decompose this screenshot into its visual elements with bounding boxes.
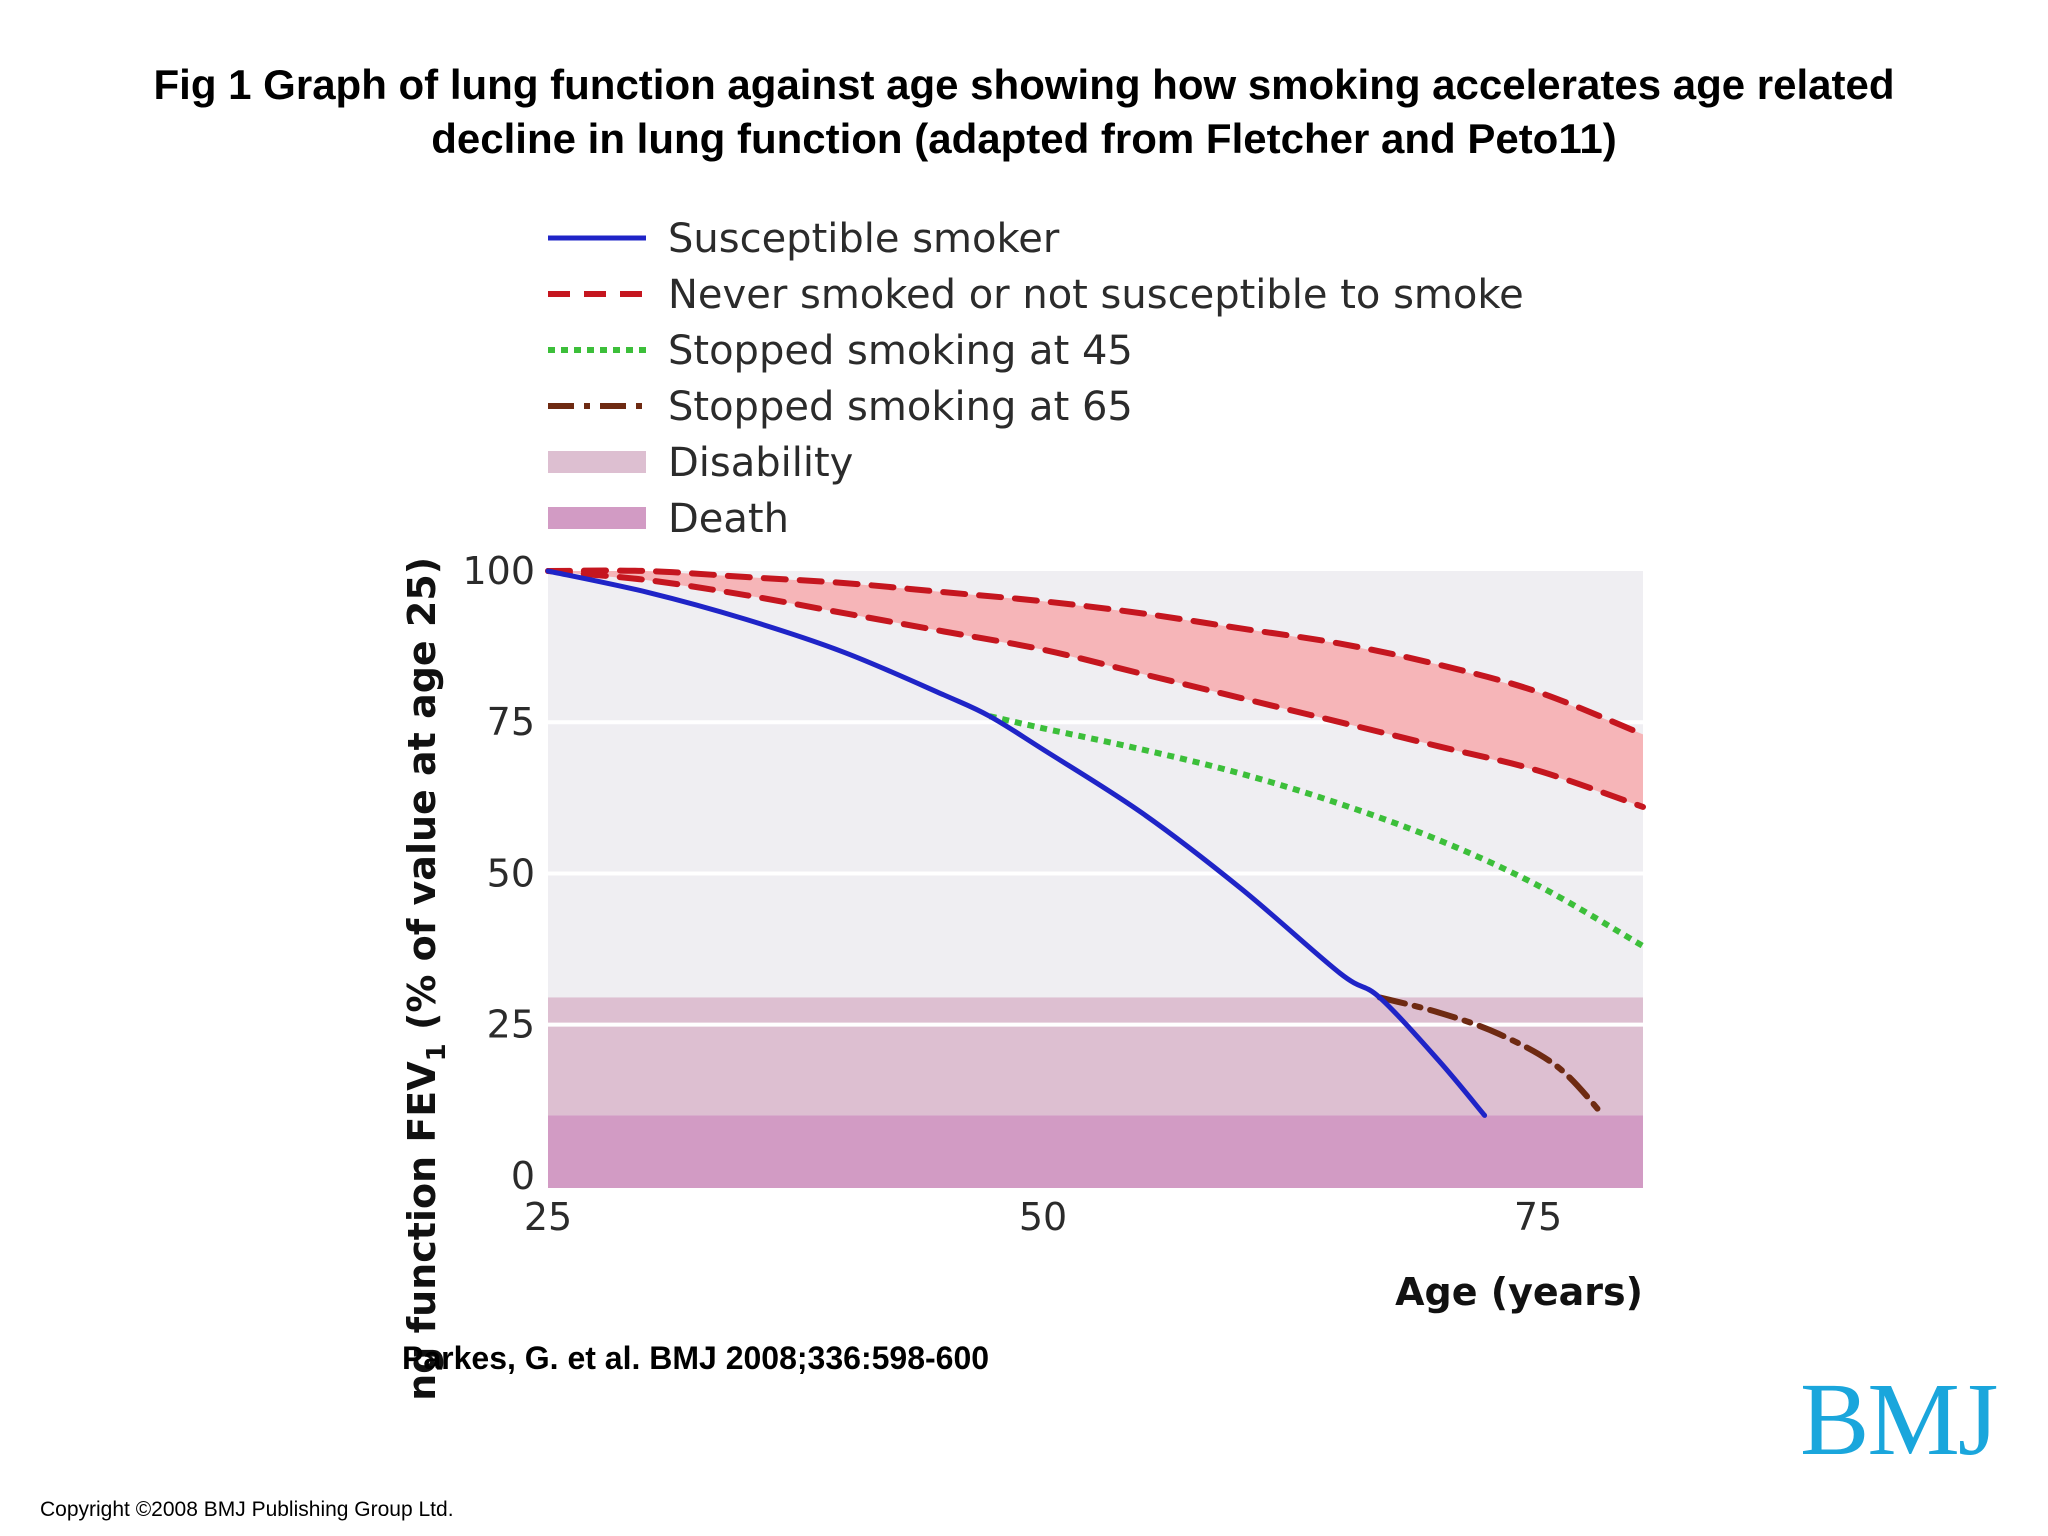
copyright-notice: Copyright ©2008 BMJ Publishing Group Ltd… (40, 1498, 454, 1521)
x-tick-label-50: 50 (1019, 1195, 1067, 1239)
legend-label-never-smoked-or-not-susceptible-to-smoke: Never smoked or not susceptible to smoke (668, 272, 1524, 318)
death-region (548, 1115, 1643, 1188)
x-tick-label-75: 75 (1514, 1195, 1562, 1239)
legend-swatch-death (548, 507, 646, 529)
legend-label-disability: Disability (668, 440, 853, 486)
y-tick-label-0: 0 (511, 1154, 535, 1198)
y-axis-title: Lung function FEV1 (% of value at age 25… (400, 557, 452, 1400)
figure-title: Fig 1 Graph of lung function against age… (60, 58, 1988, 166)
bmj-logo: BMJ (1800, 1362, 1998, 1477)
x-axis-title: Age (years) (1395, 1270, 1643, 1314)
figure-title-line1: Fig 1 Graph of lung function against age… (153, 61, 1895, 108)
series-line-stopped-smoking-at-65 (1376, 994, 1607, 1119)
y-tick-label-25: 25 (487, 1003, 535, 1047)
citation: Parkes, G. et al. BMJ 2008;336:598-600 (402, 1340, 990, 1376)
y-tick-label-50: 50 (487, 851, 535, 895)
series-line-susceptible-smoker (545, 568, 1488, 1118)
figure-title-line2: decline in lung function (adapted from F… (431, 115, 1617, 162)
legend: Susceptible smoker Never smoked or not su… (548, 216, 1524, 542)
series-line-never-smoked-lower-bound (545, 568, 1646, 810)
series-line-stopped-smoking-at-45 (988, 713, 1645, 949)
x-tick-label-25: 25 (524, 1195, 572, 1239)
disability-region (548, 997, 1643, 1116)
plot-area (545, 567, 1646, 1188)
series-line-never-smoked-or-not-susceptible-to-smoke (545, 567, 1646, 738)
lung-function-chart: Susceptible smoker Never smoked or not su… (400, 216, 1646, 1400)
y-tick-label-100: 100 (462, 549, 535, 593)
legend-label-stopped-smoking-at-65: Stopped smoking at 65 (668, 384, 1133, 430)
y-axis-title-subscript: 1 (422, 1043, 452, 1061)
legend-label-death: Death (668, 496, 789, 542)
legend-label-stopped-smoking-at-45: Stopped smoking at 45 (668, 328, 1133, 374)
y-axis-title-main: Lung function FEV (400, 1061, 444, 1400)
y-axis-title-tail: (% of value at age 25) (400, 557, 444, 1043)
legend-label-susceptible-smoker: Susceptible smoker (668, 216, 1060, 262)
never-smoked-range-band (548, 571, 1643, 807)
legend-swatch-disability (548, 451, 646, 473)
y-tick-label-75: 75 (487, 700, 535, 744)
